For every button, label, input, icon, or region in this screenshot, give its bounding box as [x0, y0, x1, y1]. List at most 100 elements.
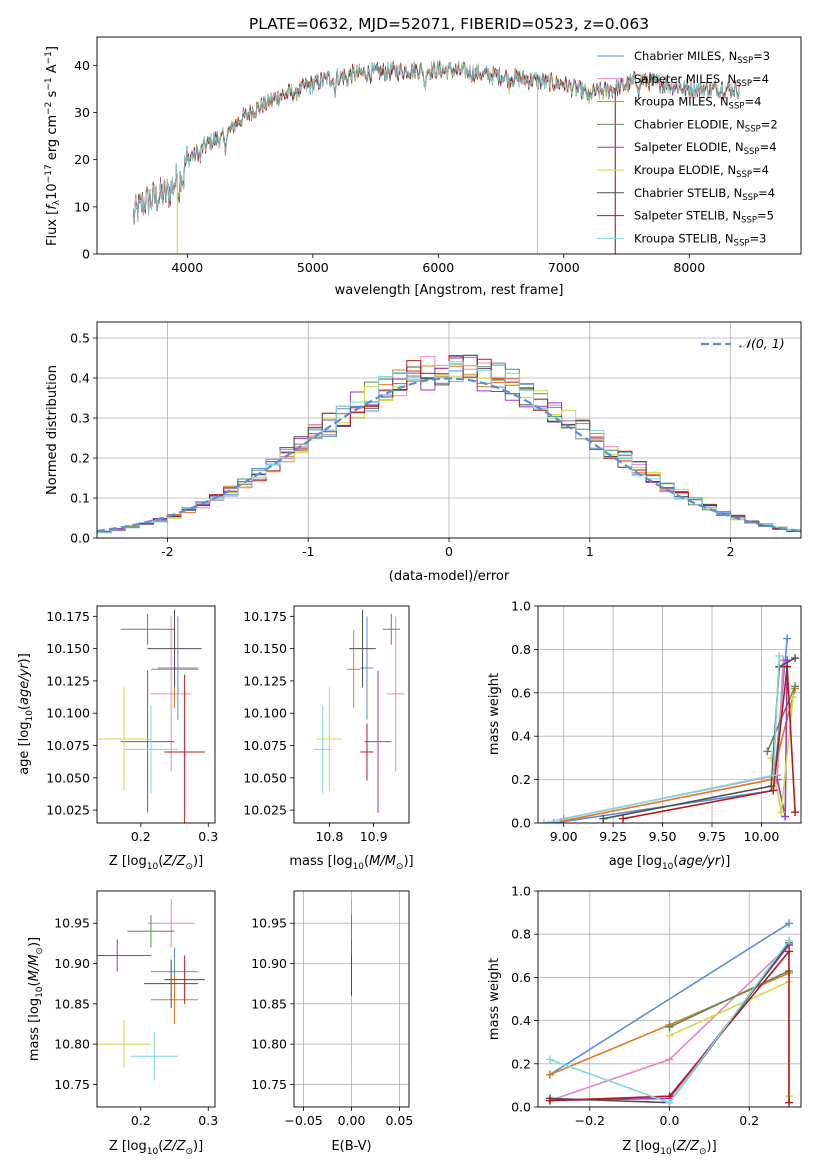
x-tick-label: 0.2 — [131, 829, 151, 844]
age-vs-z-xlabel: Z [log10(Z/Z⊙)] — [109, 854, 203, 872]
series-marker — [777, 808, 786, 817]
mass-weight-vs-age-xlabel: age [log10(age/yr)] — [609, 854, 731, 872]
series-kroupa-stelib — [539, 651, 784, 823]
axes-frame — [293, 605, 410, 824]
mass-vs-ebv-xlabel: E(B-V) — [331, 1139, 371, 1154]
series-marker — [791, 808, 800, 817]
mass-weight-vs-age-ylabel-group: mass weight — [487, 673, 502, 755]
mass-weight-vs-age-xlabel-part: ( — [673, 854, 678, 869]
spectrum-ylabel-part: 10 — [45, 183, 60, 200]
legend-label-salpeter-stelib-part: SSP — [741, 216, 757, 226]
x-tick-label: 10.00 — [744, 829, 780, 844]
spectrum-ylabel-part: −1 — [44, 51, 54, 64]
age_vs_Z-axes: 0.2 0.3 10.025 10.050 10.075 10.100 10.125 10.1… — [46, 609, 218, 844]
legend-label-kroupa-miles-part: =4 — [744, 95, 761, 109]
legend-label-chabrier-stelib-part: Chabrier STELIB, N — [634, 186, 742, 200]
y-tick-label: 1.0 — [511, 599, 531, 614]
series-line — [549, 922, 790, 1076]
legend-label-salpeter-miles-part: =4 — [752, 72, 769, 86]
series-marker — [769, 771, 778, 780]
errorbar-salpeter-stelib — [360, 723, 374, 781]
age-vs-z-ylabel: age [log10(age/yr)] — [17, 653, 35, 775]
histogram-ylabel-group: Normed distribution — [45, 365, 60, 495]
mass-weight-vs-age-xlabel-part: age/yr — [678, 854, 721, 869]
spectrum-ylabel-part: −2 — [44, 102, 54, 115]
errorbar-kroupa-stelib — [313, 705, 332, 794]
mass-vs-z-ylabel-part: ( — [27, 981, 42, 986]
y-tick-label: 10.175 — [46, 609, 90, 624]
x-tick-label: 2 — [727, 544, 735, 559]
axes-frame — [293, 890, 410, 1108]
legend-label-normal: 𝒩(0, 1) — [739, 336, 785, 351]
series-marker — [665, 1031, 674, 1040]
series-marker — [769, 786, 778, 795]
x-tick-label: 0.0 — [660, 1113, 680, 1128]
legend-label-salpeter-stelib-part: =5 — [757, 209, 774, 223]
age-vs-z-xlabel-part: )] — [193, 854, 203, 869]
age-vs-z-ylabel-part: age/yr — [17, 662, 32, 705]
y-tick-label: 0.2 — [70, 451, 90, 466]
axes-frame — [96, 890, 216, 1108]
legend-label-salpeter-miles-part: SSP — [736, 79, 752, 89]
spectrum-ylabel-part: ] — [45, 46, 60, 51]
legend-label-salpeter-elodie-part: Salpeter ELODIE, N — [634, 140, 744, 154]
series-line — [549, 949, 790, 1103]
y-tick-label: 10.025 — [46, 803, 90, 818]
series-marker — [763, 747, 772, 756]
mass-vs-z-xlabel-part: ( — [158, 1139, 163, 1154]
x-tick-label: 9.25 — [599, 829, 627, 844]
y-tick-label: 0.0 — [511, 1100, 531, 1115]
errorbar-kroupa-stelib — [130, 1032, 178, 1081]
series-marker — [785, 936, 794, 945]
errorbar-salpeter-miles — [147, 899, 195, 948]
axes-frame — [96, 321, 802, 539]
mass_vs_Z-points — [97, 899, 205, 1081]
mass-weight-vs-z-ylabel: mass weight — [487, 958, 502, 1040]
mass-weight-vs-age-xlabel-part: 10 — [662, 862, 674, 872]
legend-label-kroupa-miles: Kroupa MILES, NSSP=4 — [634, 95, 761, 112]
x-tick-label: -1 — [302, 544, 314, 559]
y-tick-label: 0.8 — [511, 642, 531, 657]
age-vs-mass-xlabel-part: ⊙ — [396, 862, 404, 872]
mass-vs-z-ylabel: mass [log10(M/M⊙)] — [27, 937, 45, 1061]
histogram-legend: 𝒩(0, 1) — [701, 336, 785, 351]
legend-label-kroupa-elodie-part: Kroupa ELODIE, N — [634, 163, 736, 177]
series-salpeter-stelib — [545, 947, 794, 1107]
age-vs-z-ylabel-group: age [log10(age/yr)] — [17, 653, 35, 775]
errorbar-chabrier-miles — [157, 616, 199, 720]
x-tick-label: 1 — [586, 544, 594, 559]
errorbar-chabrier-elodie — [120, 613, 175, 645]
age-vs-z-xlabel-part: ⊙ — [185, 862, 193, 872]
legend-label-kroupa-elodie-part: =4 — [752, 163, 769, 177]
mass-vs-z-xlabel-part: Z [log — [109, 1139, 147, 1154]
errorbar-chabrier-stelib — [147, 609, 202, 688]
series-marker — [785, 919, 794, 928]
mass-vs-z-ylabel-group: mass [log10(M/M⊙)] — [27, 937, 45, 1061]
x-tick-label: 0 — [445, 544, 453, 559]
spectrum-ylabel-part: A — [45, 64, 60, 77]
legend-label-salpeter-elodie-part: =4 — [760, 140, 777, 154]
axes-frame — [537, 605, 802, 824]
spectrum-ylabel-group: Flux [fλ10−17 erg cm−2 s−1 A−1] — [44, 46, 62, 246]
series-marker — [791, 654, 800, 663]
series-marker — [665, 1055, 674, 1064]
x-tick-label: −0.05 — [284, 1113, 322, 1128]
y-tick-label: 10.75 — [251, 1077, 287, 1092]
y-tick-label: 0.6 — [511, 685, 531, 700]
age-vs-z-ylabel-part: ( — [17, 705, 32, 710]
series-marker — [783, 634, 792, 643]
legend-label-kroupa-stelib-part: SSP — [734, 238, 750, 248]
normal-curve-line — [97, 377, 801, 533]
x-tick-label: 4000 — [171, 260, 203, 275]
spectrum-ylabel-part: erg cm — [45, 115, 60, 164]
x-tick-label: 0.2 — [739, 1113, 759, 1128]
age_vs_Z-points — [97, 609, 205, 823]
errorbar-salpeter-elodie — [97, 939, 151, 972]
age_vs_mass-axes: 10.8 10.9 10.025 10.050 10.075 10.100 10.125 10… — [243, 609, 387, 844]
y-tick-label: 20 — [74, 152, 90, 167]
x-tick-label: 7000 — [548, 260, 580, 275]
series-marker — [545, 1096, 554, 1105]
y-tick-label: 10.80 — [54, 1037, 90, 1052]
x-tick-label: 10.8 — [315, 829, 343, 844]
